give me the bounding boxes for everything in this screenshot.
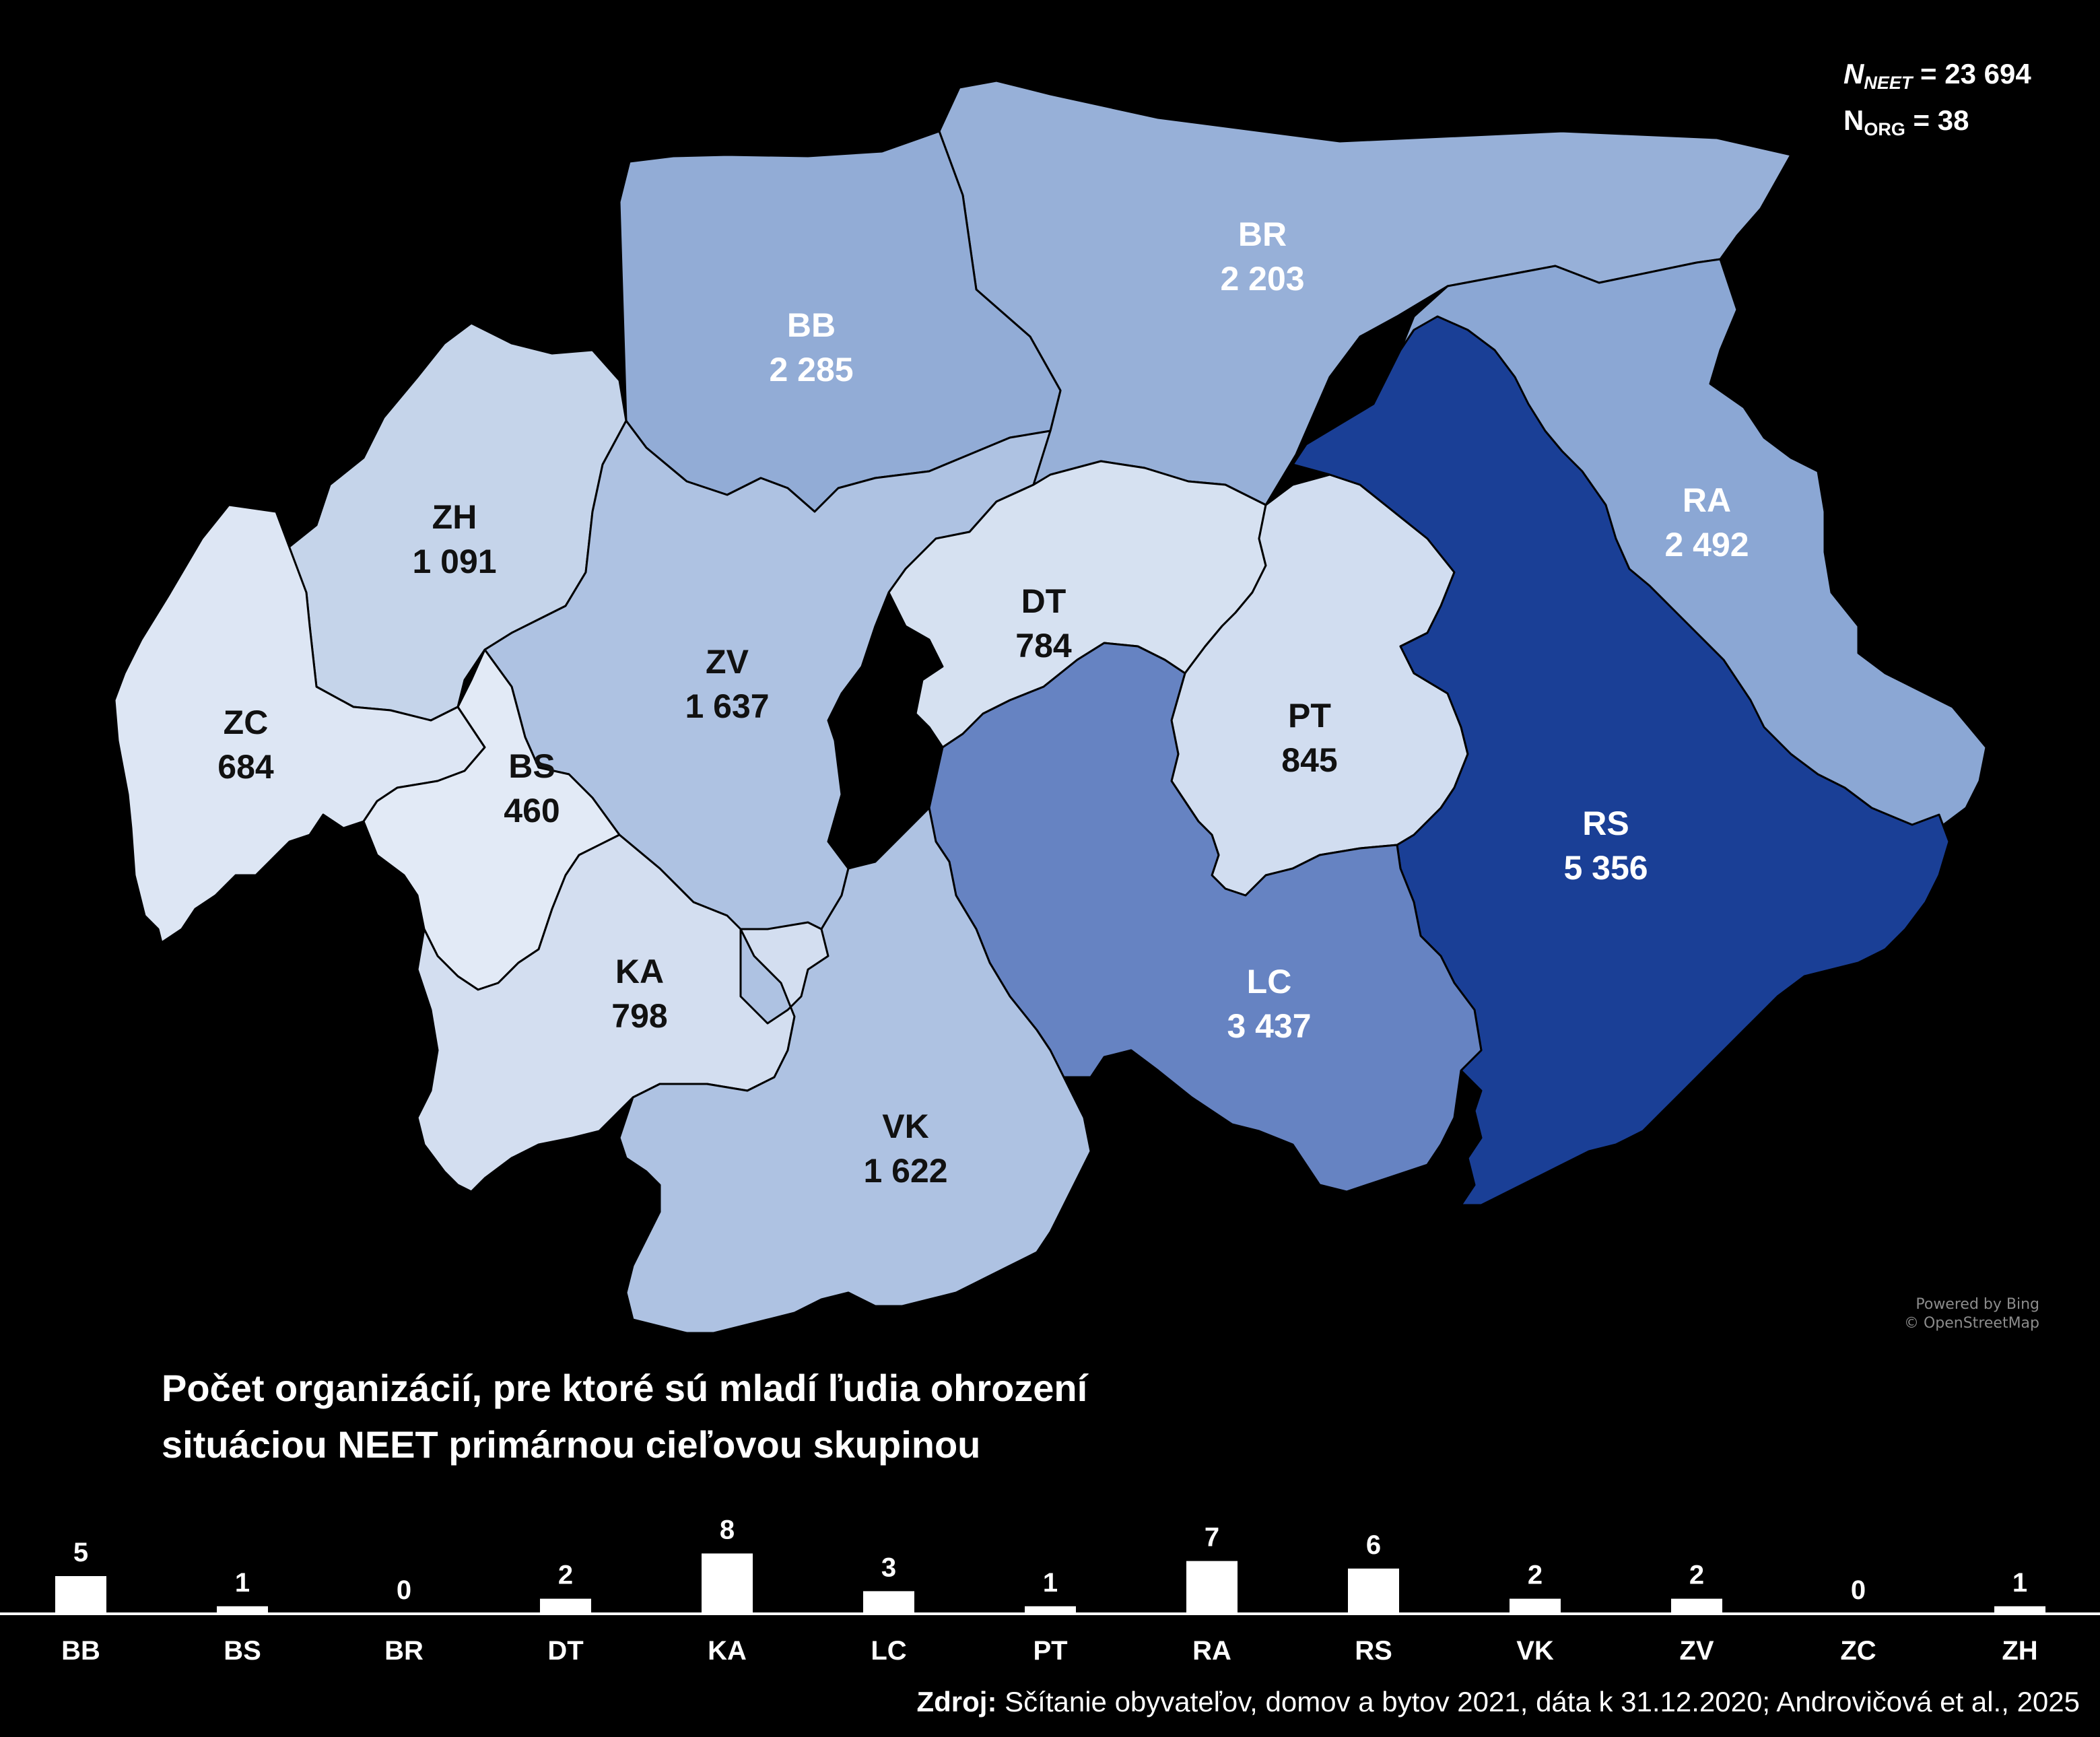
source-note: Zdroj: Sčítanie obyvateľov, domov a byto… bbox=[916, 1686, 2080, 1717]
district-value-label: 1 091 bbox=[412, 543, 496, 580]
district-code-label: PT bbox=[1288, 697, 1331, 735]
districts-layer bbox=[113, 79, 1988, 1334]
bar-bs bbox=[217, 1606, 268, 1614]
district-zc bbox=[113, 504, 486, 944]
bar-value-label: 1 bbox=[1043, 1568, 1058, 1598]
n-neet-total: NNEET = 23 694 bbox=[1843, 58, 2031, 93]
bar-bb bbox=[55, 1576, 106, 1614]
bar-value-label: 2 bbox=[1528, 1561, 1543, 1590]
district-rs bbox=[1291, 315, 1951, 1206]
district-value-label: 3 437 bbox=[1227, 1007, 1311, 1045]
bar-value-label: 2 bbox=[1689, 1561, 1704, 1590]
bar-vk bbox=[1510, 1598, 1561, 1614]
district-code-label: ZV bbox=[706, 643, 749, 681]
osm-credit: © OpenStreetMap bbox=[1903, 1315, 2039, 1332]
category-tick-label: LC bbox=[871, 1636, 906, 1666]
category-tick-label: RS bbox=[1355, 1636, 1392, 1666]
bar-value-label: 7 bbox=[1205, 1523, 1219, 1553]
bar-zv bbox=[1671, 1598, 1722, 1614]
category-tick-label: DT bbox=[547, 1636, 583, 1666]
district-code-label: RA bbox=[1683, 481, 1731, 519]
bar-value-label: 0 bbox=[397, 1575, 411, 1605]
district-code-label: DT bbox=[1021, 582, 1066, 620]
district-value-label: 684 bbox=[217, 748, 274, 786]
district-value-label: 845 bbox=[1281, 741, 1337, 779]
category-tick-label: ZV bbox=[1679, 1636, 1714, 1666]
district-value-label: 784 bbox=[1015, 627, 1072, 665]
bar-value-label: 1 bbox=[2012, 1568, 2027, 1598]
district-code-label: BB bbox=[787, 306, 836, 344]
bar-ra bbox=[1186, 1561, 1238, 1614]
district-value-label: 5 356 bbox=[1563, 849, 1648, 887]
category-tick-label: BR bbox=[384, 1636, 424, 1666]
district-code-label: ZH bbox=[432, 498, 477, 536]
district-code-label: VK bbox=[882, 1108, 928, 1145]
category-tick-label: PT bbox=[1033, 1636, 1067, 1666]
bing-credit: Powered by Bing bbox=[1916, 1296, 2039, 1313]
bar-pt bbox=[1025, 1606, 1076, 1614]
category-tick-label: KA bbox=[708, 1636, 747, 1666]
chart-title-line-1: Počet organizácií, pre ktoré sú mladí ľu… bbox=[162, 1367, 1088, 1409]
bar-zh bbox=[1994, 1606, 2045, 1614]
bar-dt bbox=[540, 1598, 591, 1614]
category-tick-label: ZH bbox=[2002, 1636, 2037, 1666]
district-value-label: 1 622 bbox=[863, 1152, 947, 1190]
totals-box: NNEET = 23 694 NORG = 38 bbox=[1843, 55, 2031, 148]
category-tick-label: BS bbox=[224, 1636, 261, 1666]
chart-title: Počet organizácií, pre ktoré sú mladí ľu… bbox=[162, 1360, 1087, 1473]
map-credits: Powered by Bing © OpenStreetMap bbox=[1904, 1295, 2039, 1333]
category-tick-label: RA bbox=[1192, 1636, 1231, 1666]
district-code-label: ZC bbox=[224, 704, 269, 741]
district-value-label: 2 203 bbox=[1220, 260, 1304, 298]
chart-title-line-2: situáciou NEET primárnou cieľovou skupin… bbox=[162, 1423, 981, 1466]
district-code-label: KA bbox=[615, 953, 664, 990]
district-code-label: LC bbox=[1247, 963, 1292, 1000]
district-labels: BR 2 203 BB 2 285 ZH 1 091 ZV 1 637 DT 784 RA 2 492… bbox=[217, 215, 1749, 1190]
category-tick-label: ZC bbox=[1840, 1636, 1876, 1666]
bar-value-label: 8 bbox=[720, 1515, 735, 1544]
bar-ka bbox=[702, 1553, 753, 1614]
bar-value-label: 3 bbox=[881, 1553, 896, 1582]
category-tick-label: VK bbox=[1516, 1636, 1554, 1666]
district-map: BR 2 203 BB 2 285 ZH 1 091 ZV 1 637 DT 784 RA 2 492… bbox=[113, 79, 1988, 1334]
bar-value-label: 0 bbox=[1851, 1575, 1866, 1605]
district-value-label: 2 285 bbox=[769, 351, 853, 388]
district-value-label: 460 bbox=[504, 792, 560, 829]
district-value-label: 798 bbox=[611, 997, 667, 1035]
bar-value-label: 1 bbox=[235, 1568, 250, 1598]
district-code-label: RS bbox=[1582, 805, 1629, 842]
bar-value-label: 2 bbox=[558, 1561, 573, 1590]
district-value-label: 2 492 bbox=[1664, 526, 1749, 564]
district-code-label: BS bbox=[508, 747, 555, 785]
bar-value-label: 6 bbox=[1366, 1530, 1381, 1560]
category-tick-label: BB bbox=[61, 1636, 100, 1666]
bar-lc bbox=[863, 1591, 914, 1614]
district-value-label: 1 637 bbox=[685, 687, 769, 725]
bar-value-label: 5 bbox=[73, 1538, 88, 1567]
bar-chart: 5 BB 1 BS 0 BR 2 DT 8 KA 3 LC 1 PT 7 RA 6 RS 2 VK 2 ZV 0 ZC 1 ZH bbox=[0, 1515, 2100, 1666]
district-vk bbox=[618, 807, 1092, 1334]
bar-rs bbox=[1348, 1568, 1399, 1614]
district-code-label: BR bbox=[1238, 215, 1287, 253]
district-zh bbox=[281, 322, 628, 722]
n-org-total: NORG = 38 bbox=[1843, 104, 1969, 139]
